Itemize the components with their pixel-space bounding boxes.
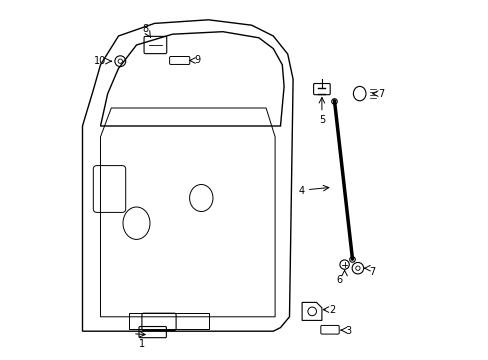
Text: 2: 2 — [328, 305, 335, 315]
Text: 5: 5 — [318, 115, 325, 125]
Text: 4: 4 — [298, 186, 305, 196]
Text: 10: 10 — [94, 56, 106, 66]
Text: 7: 7 — [377, 89, 383, 99]
Text: 1: 1 — [139, 339, 144, 350]
Bar — [129, 313, 208, 329]
Text: 6: 6 — [335, 275, 342, 285]
Text: 7: 7 — [368, 267, 374, 277]
Text: 9: 9 — [194, 55, 200, 66]
Text: 3: 3 — [345, 326, 351, 336]
Text: 8: 8 — [142, 24, 148, 34]
